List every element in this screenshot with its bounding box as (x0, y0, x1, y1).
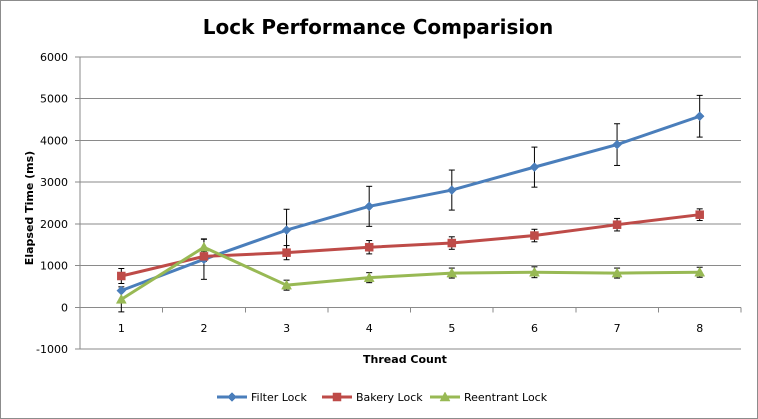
x-tick-label: 2 (200, 322, 207, 335)
y-tick-label: 3000 (40, 176, 68, 189)
reentrant-lock-point (281, 279, 292, 290)
filter-lock-point (694, 111, 705, 122)
filter-lock-point (364, 201, 375, 212)
filter-lock-point (281, 225, 292, 235)
reentrant-lock-point (529, 266, 540, 277)
series-lines (120, 114, 701, 301)
x-tick-label: 5 (448, 322, 455, 335)
reentrant-lock-point (363, 272, 375, 282)
bakery-lock-point (199, 252, 209, 261)
x-tick-label: 6 (531, 322, 538, 335)
legend-label: Filter Lock (251, 391, 307, 404)
y-tick-label: 0 (61, 301, 68, 314)
legend-marker (439, 391, 451, 402)
bakery-lock-point (117, 271, 126, 281)
legend-item-filter-lock: Filter Lock (217, 391, 307, 404)
legend-marker (227, 392, 237, 402)
y-tick-label: 6000 (40, 51, 68, 64)
filter-lock-point (116, 285, 127, 296)
x-tick-label: 8 (696, 322, 703, 335)
reentrant-lock-point (198, 241, 210, 252)
bakery-lock-point (282, 248, 291, 257)
legend-label: Reentrant Lock (464, 391, 548, 404)
y-tick-label: 1000 (40, 260, 68, 273)
chart-title: Lock Performance Comparision (203, 15, 553, 39)
bakery-lock-point (530, 231, 539, 240)
series-markers (115, 111, 706, 304)
legend-item-reentrant-lock: Reentrant Lock (430, 391, 548, 404)
legend: Filter Lock Bakery Lock Reentrant Lock (217, 391, 548, 404)
y-tick-label: 5000 (40, 93, 68, 106)
axes (75, 56, 742, 350)
y-tick-labels: -1000 0 1000 2000 3000 4000 5000 6000 (36, 51, 68, 356)
x-tick-label: 4 (366, 322, 373, 335)
reentrant-lock-point (115, 293, 127, 304)
filter-lock-point (529, 162, 540, 172)
bakery-lock-point (695, 210, 704, 219)
reentrant-lock-point (611, 267, 623, 278)
bakery-lock-point (612, 220, 622, 229)
legend-item-bakery-lock: Bakery Lock (322, 391, 423, 404)
x-tick-labels: 1 2 3 4 5 6 7 8 (118, 322, 703, 335)
y-tick-label: 4000 (40, 134, 68, 147)
y-tick-label: -1000 (36, 343, 68, 356)
reentrant-lock-point (694, 266, 706, 277)
reentrant-lock-line (120, 245, 700, 301)
x-axis-title: Thread Count (363, 353, 447, 366)
bakery-lock-point (364, 242, 374, 252)
filter-lock-point (612, 139, 622, 150)
gridlines (80, 56, 741, 350)
bakery-lock-point (447, 238, 457, 248)
y-axis-title: Elapsed Time (ms) (23, 151, 36, 265)
x-tick-label: 7 (614, 322, 621, 335)
legend-label: Bakery Lock (356, 391, 423, 404)
bakery-lock-line (120, 213, 700, 278)
reentrant-lock-point (446, 267, 458, 278)
filter-lock-line (120, 114, 701, 293)
legend-marker (332, 392, 342, 402)
error-bars (118, 94, 703, 313)
x-tick-label: 1 (118, 322, 125, 335)
y-tick-label: 2000 (40, 218, 68, 231)
filter-lock-point (446, 185, 457, 195)
x-tick-label: 3 (283, 322, 290, 335)
